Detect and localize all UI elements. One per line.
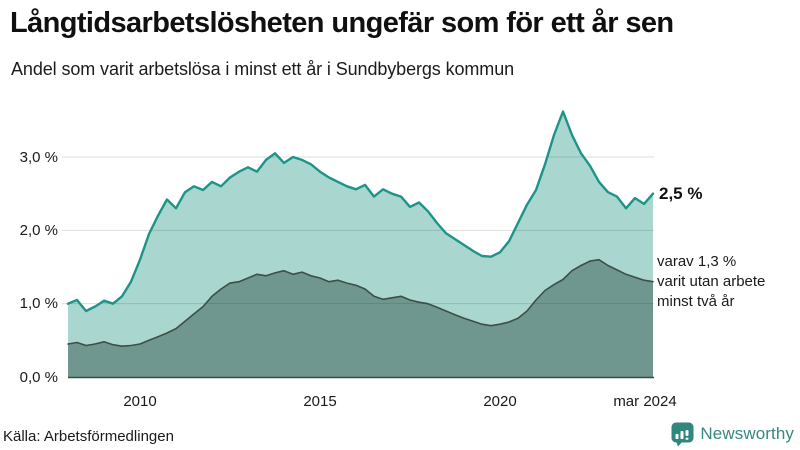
newsworthy-logo: Newsworthy [671, 421, 794, 447]
newsworthy-wordmark: Newsworthy [700, 424, 794, 443]
annotation-breakdown-line-2: varit utan arbete [657, 273, 766, 290]
ytick-label-1: 1,0 % [19, 295, 58, 312]
chart-title: Långtidsarbetslösheten ungefär som för e… [10, 7, 674, 39]
chart-subtitle: Andel som varit arbetslösa i minst ett å… [11, 59, 515, 79]
xtick-label-2020: 2020 [483, 393, 517, 410]
ytick-label-2: 2,0 % [19, 222, 58, 239]
ytick-label-0: 0,0 % [19, 369, 58, 386]
annotation-total-value: 2,5 % [659, 184, 703, 203]
xtick-label-2010: 2010 [123, 393, 157, 410]
annotation-breakdown-line-1: varav 1,3 % [657, 253, 737, 270]
xtick-label-2015: 2015 [303, 393, 337, 410]
annotation-breakdown-line-3: minst två år [657, 293, 735, 310]
source-note: Källa: Arbetsförmedlingen [3, 428, 174, 445]
xtick-label-mar-2024: mar 2024 [613, 393, 677, 410]
annotation-breakdown: varav 1,3 % varit utan arbete minst två … [657, 252, 765, 312]
ytick-label-3: 3,0 % [19, 149, 58, 166]
newsworthy-bar-chart-bubble-icon [671, 422, 694, 447]
